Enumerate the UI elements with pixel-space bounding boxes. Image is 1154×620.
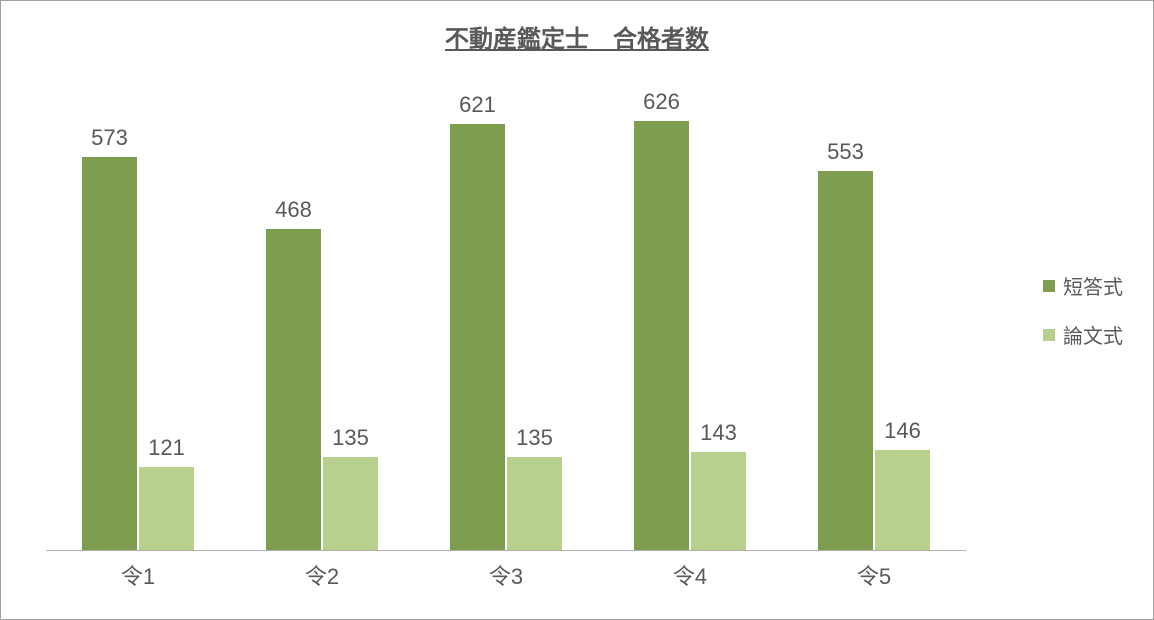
chart-container: 不動産鑑定士 合格者数 5731214681356211356261435531… <box>0 0 1154 620</box>
bar-value-label: 121 <box>148 435 185 461</box>
xaxis-category-label: 令3 <box>489 559 523 591</box>
bar-group: 553146 <box>818 171 930 550</box>
bar-value-label: 626 <box>643 89 680 115</box>
xaxis-category-label: 令5 <box>857 559 891 591</box>
legend-swatch-series2 <box>1043 329 1055 341</box>
bar-value-label: 135 <box>332 425 369 451</box>
bar: 553 <box>818 171 873 550</box>
bar-value-label: 468 <box>275 197 312 223</box>
bar: 621 <box>450 124 505 550</box>
legend-label-series2: 論文式 <box>1063 320 1123 349</box>
bar: 135 <box>507 457 562 550</box>
legend-label-series1: 短答式 <box>1063 271 1123 300</box>
bar: 121 <box>139 467 194 550</box>
xaxis-labels: 令1 令2 令3 令4 令5 <box>46 559 966 599</box>
legend-swatch-series1 <box>1043 280 1055 292</box>
legend-item-series2: 論文式 <box>1043 320 1123 349</box>
bar-value-label: 135 <box>516 425 553 451</box>
legend-item-series1: 短答式 <box>1043 271 1123 300</box>
bar: 135 <box>323 457 378 550</box>
bar-group: 573121 <box>82 157 194 550</box>
bar: 626 <box>634 121 689 550</box>
bar-value-label: 573 <box>91 125 128 151</box>
bar-value-label: 146 <box>884 418 921 444</box>
legend: 短答式 論文式 <box>1043 271 1123 349</box>
bar: 573 <box>82 157 137 550</box>
xaxis-category-label: 令2 <box>305 559 339 591</box>
bar-group: 468135 <box>266 229 378 550</box>
bar-group: 621135 <box>450 124 562 550</box>
bar: 143 <box>691 452 746 550</box>
xaxis-category-label: 令4 <box>673 559 707 591</box>
bar-value-label: 621 <box>459 92 496 118</box>
bar-group: 626143 <box>634 121 746 550</box>
bar: 468 <box>266 229 321 550</box>
bar: 146 <box>875 450 930 550</box>
bar-value-label: 553 <box>827 139 864 165</box>
xaxis-category-label: 令1 <box>121 559 155 591</box>
chart-title: 不動産鑑定士 合格者数 <box>1 19 1153 54</box>
bar-value-label: 143 <box>700 420 737 446</box>
plot-area: 573121468135621135626143553146 <box>46 71 966 551</box>
